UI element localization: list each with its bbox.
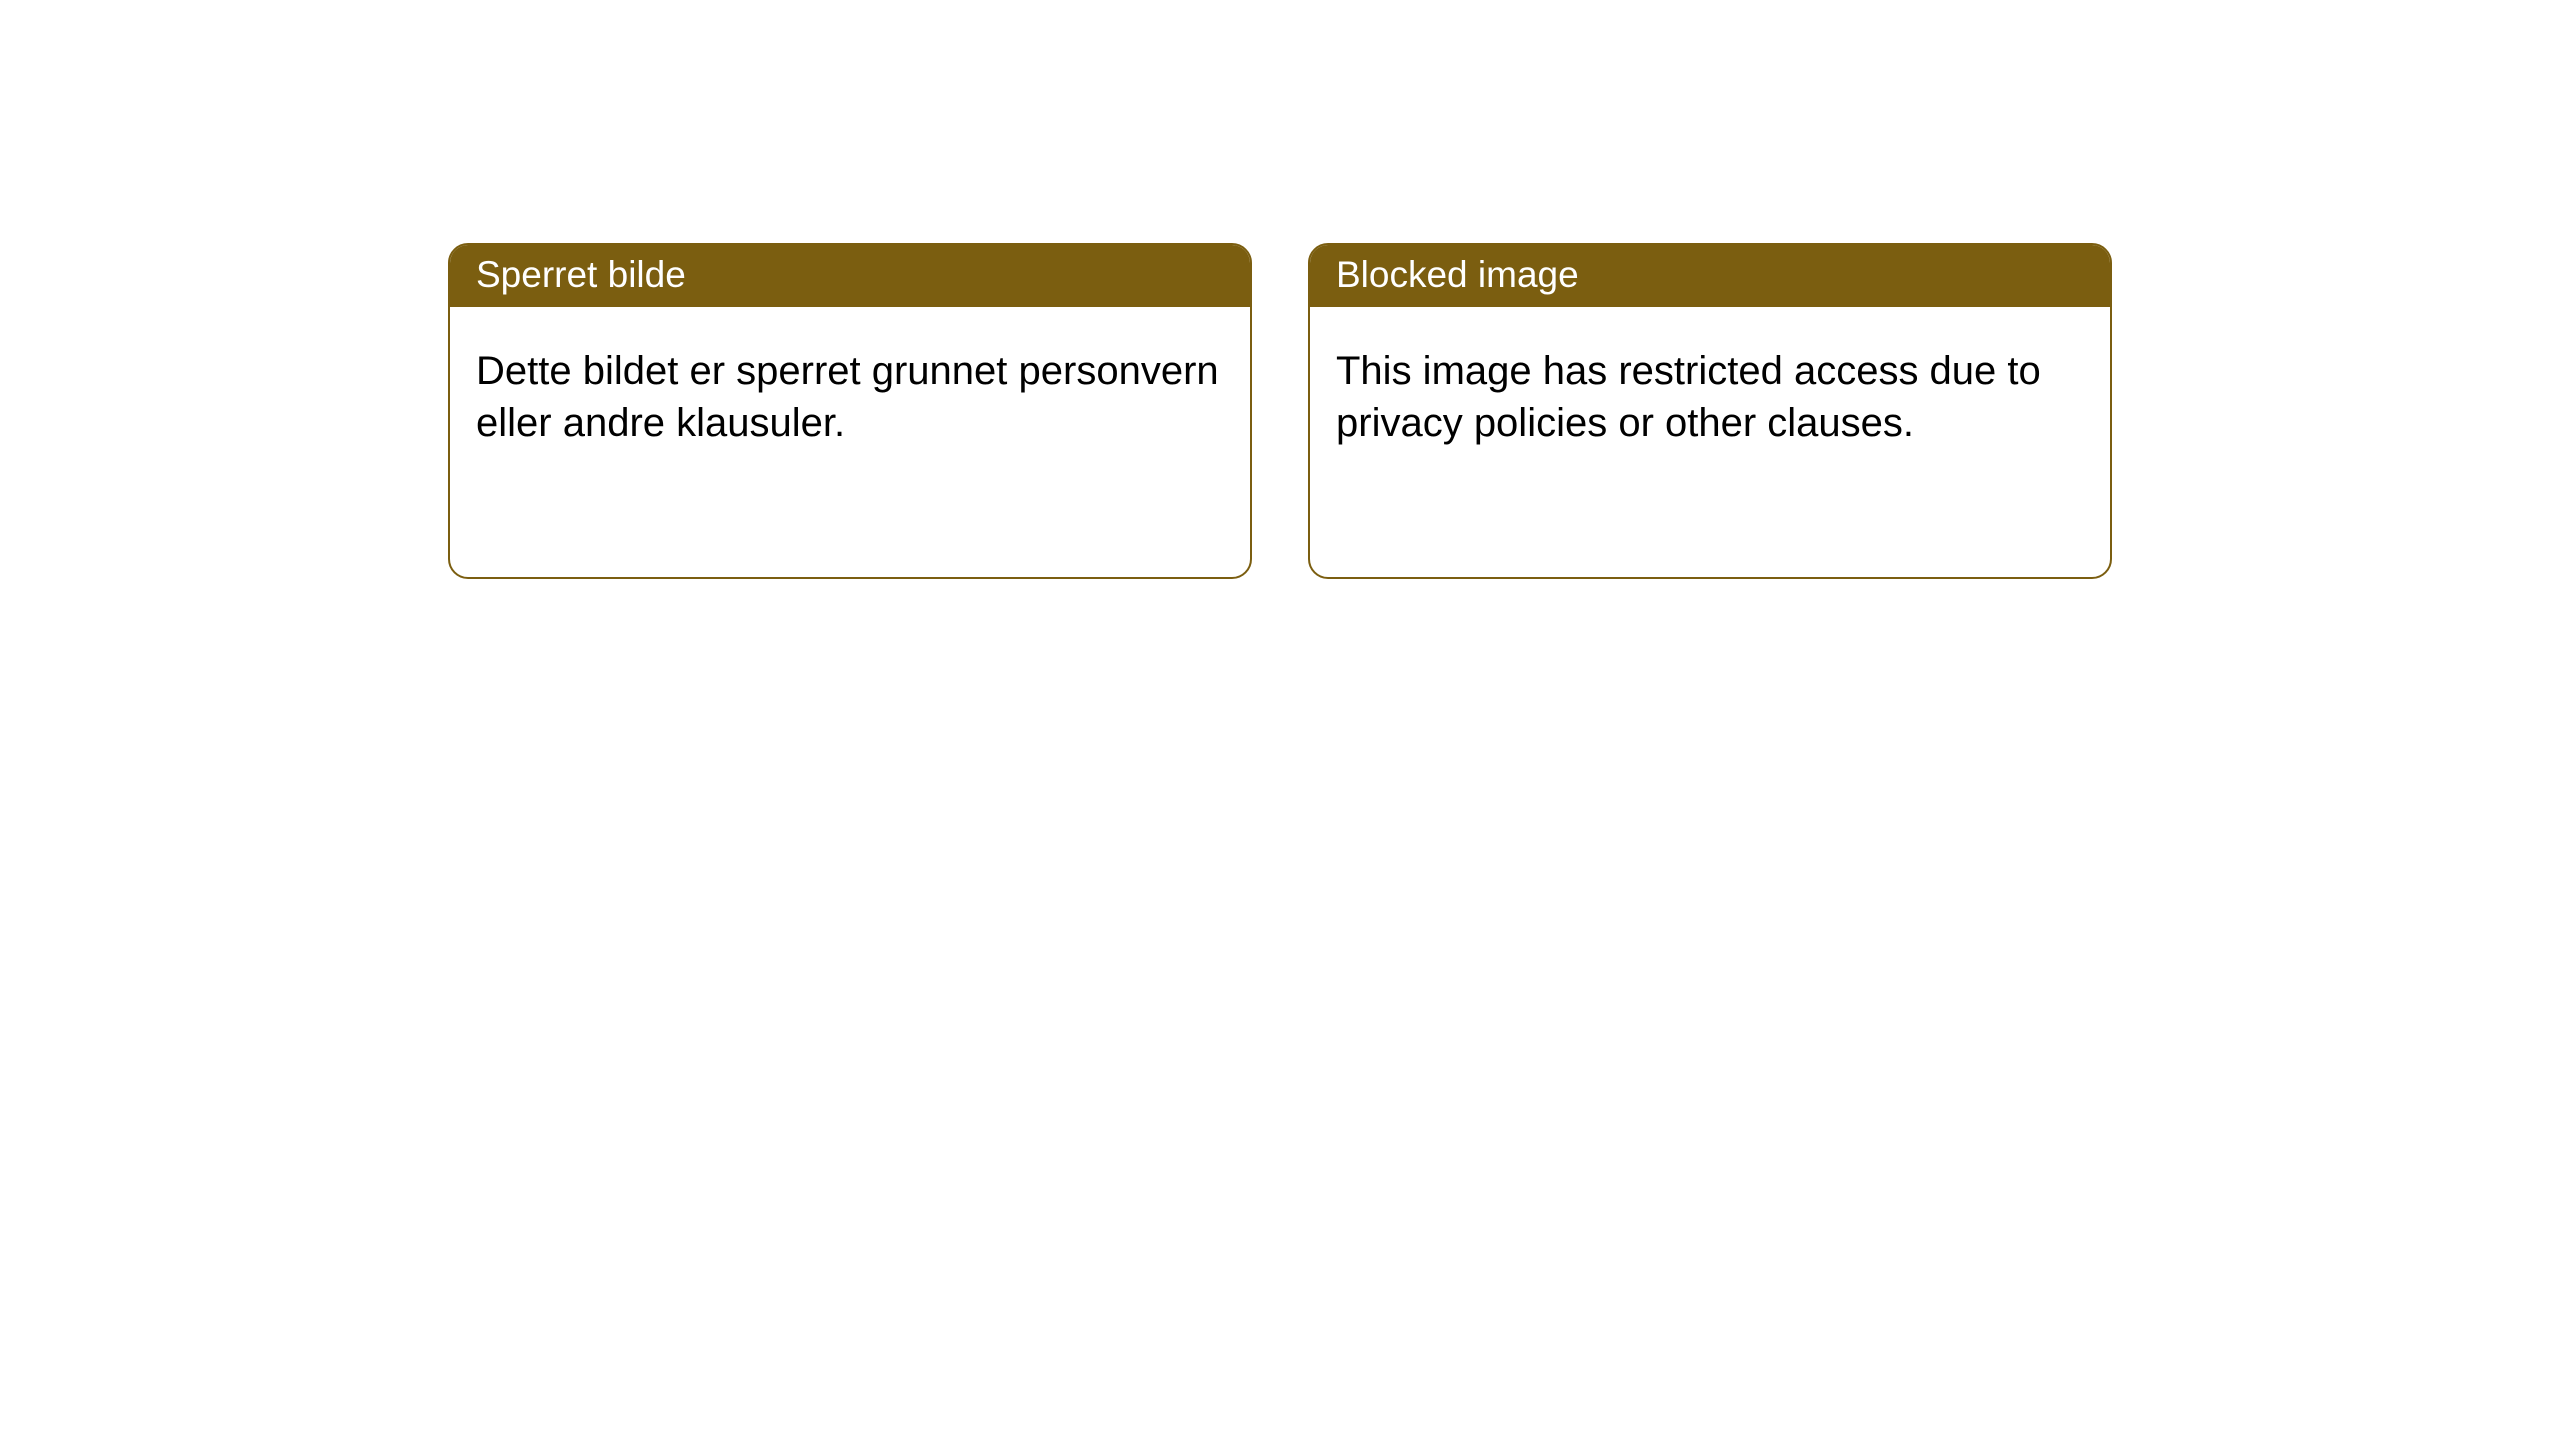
card-body-english: This image has restricted access due to … [1310,307,2110,475]
blocked-image-card-norwegian: Sperret bilde Dette bildet er sperret gr… [448,243,1252,579]
card-body-norwegian: Dette bildet er sperret grunnet personve… [450,307,1250,475]
card-title-norwegian: Sperret bilde [450,245,1250,307]
card-title-english: Blocked image [1310,245,2110,307]
notice-container: Sperret bilde Dette bildet er sperret gr… [0,0,2560,579]
blocked-image-card-english: Blocked image This image has restricted … [1308,243,2112,579]
